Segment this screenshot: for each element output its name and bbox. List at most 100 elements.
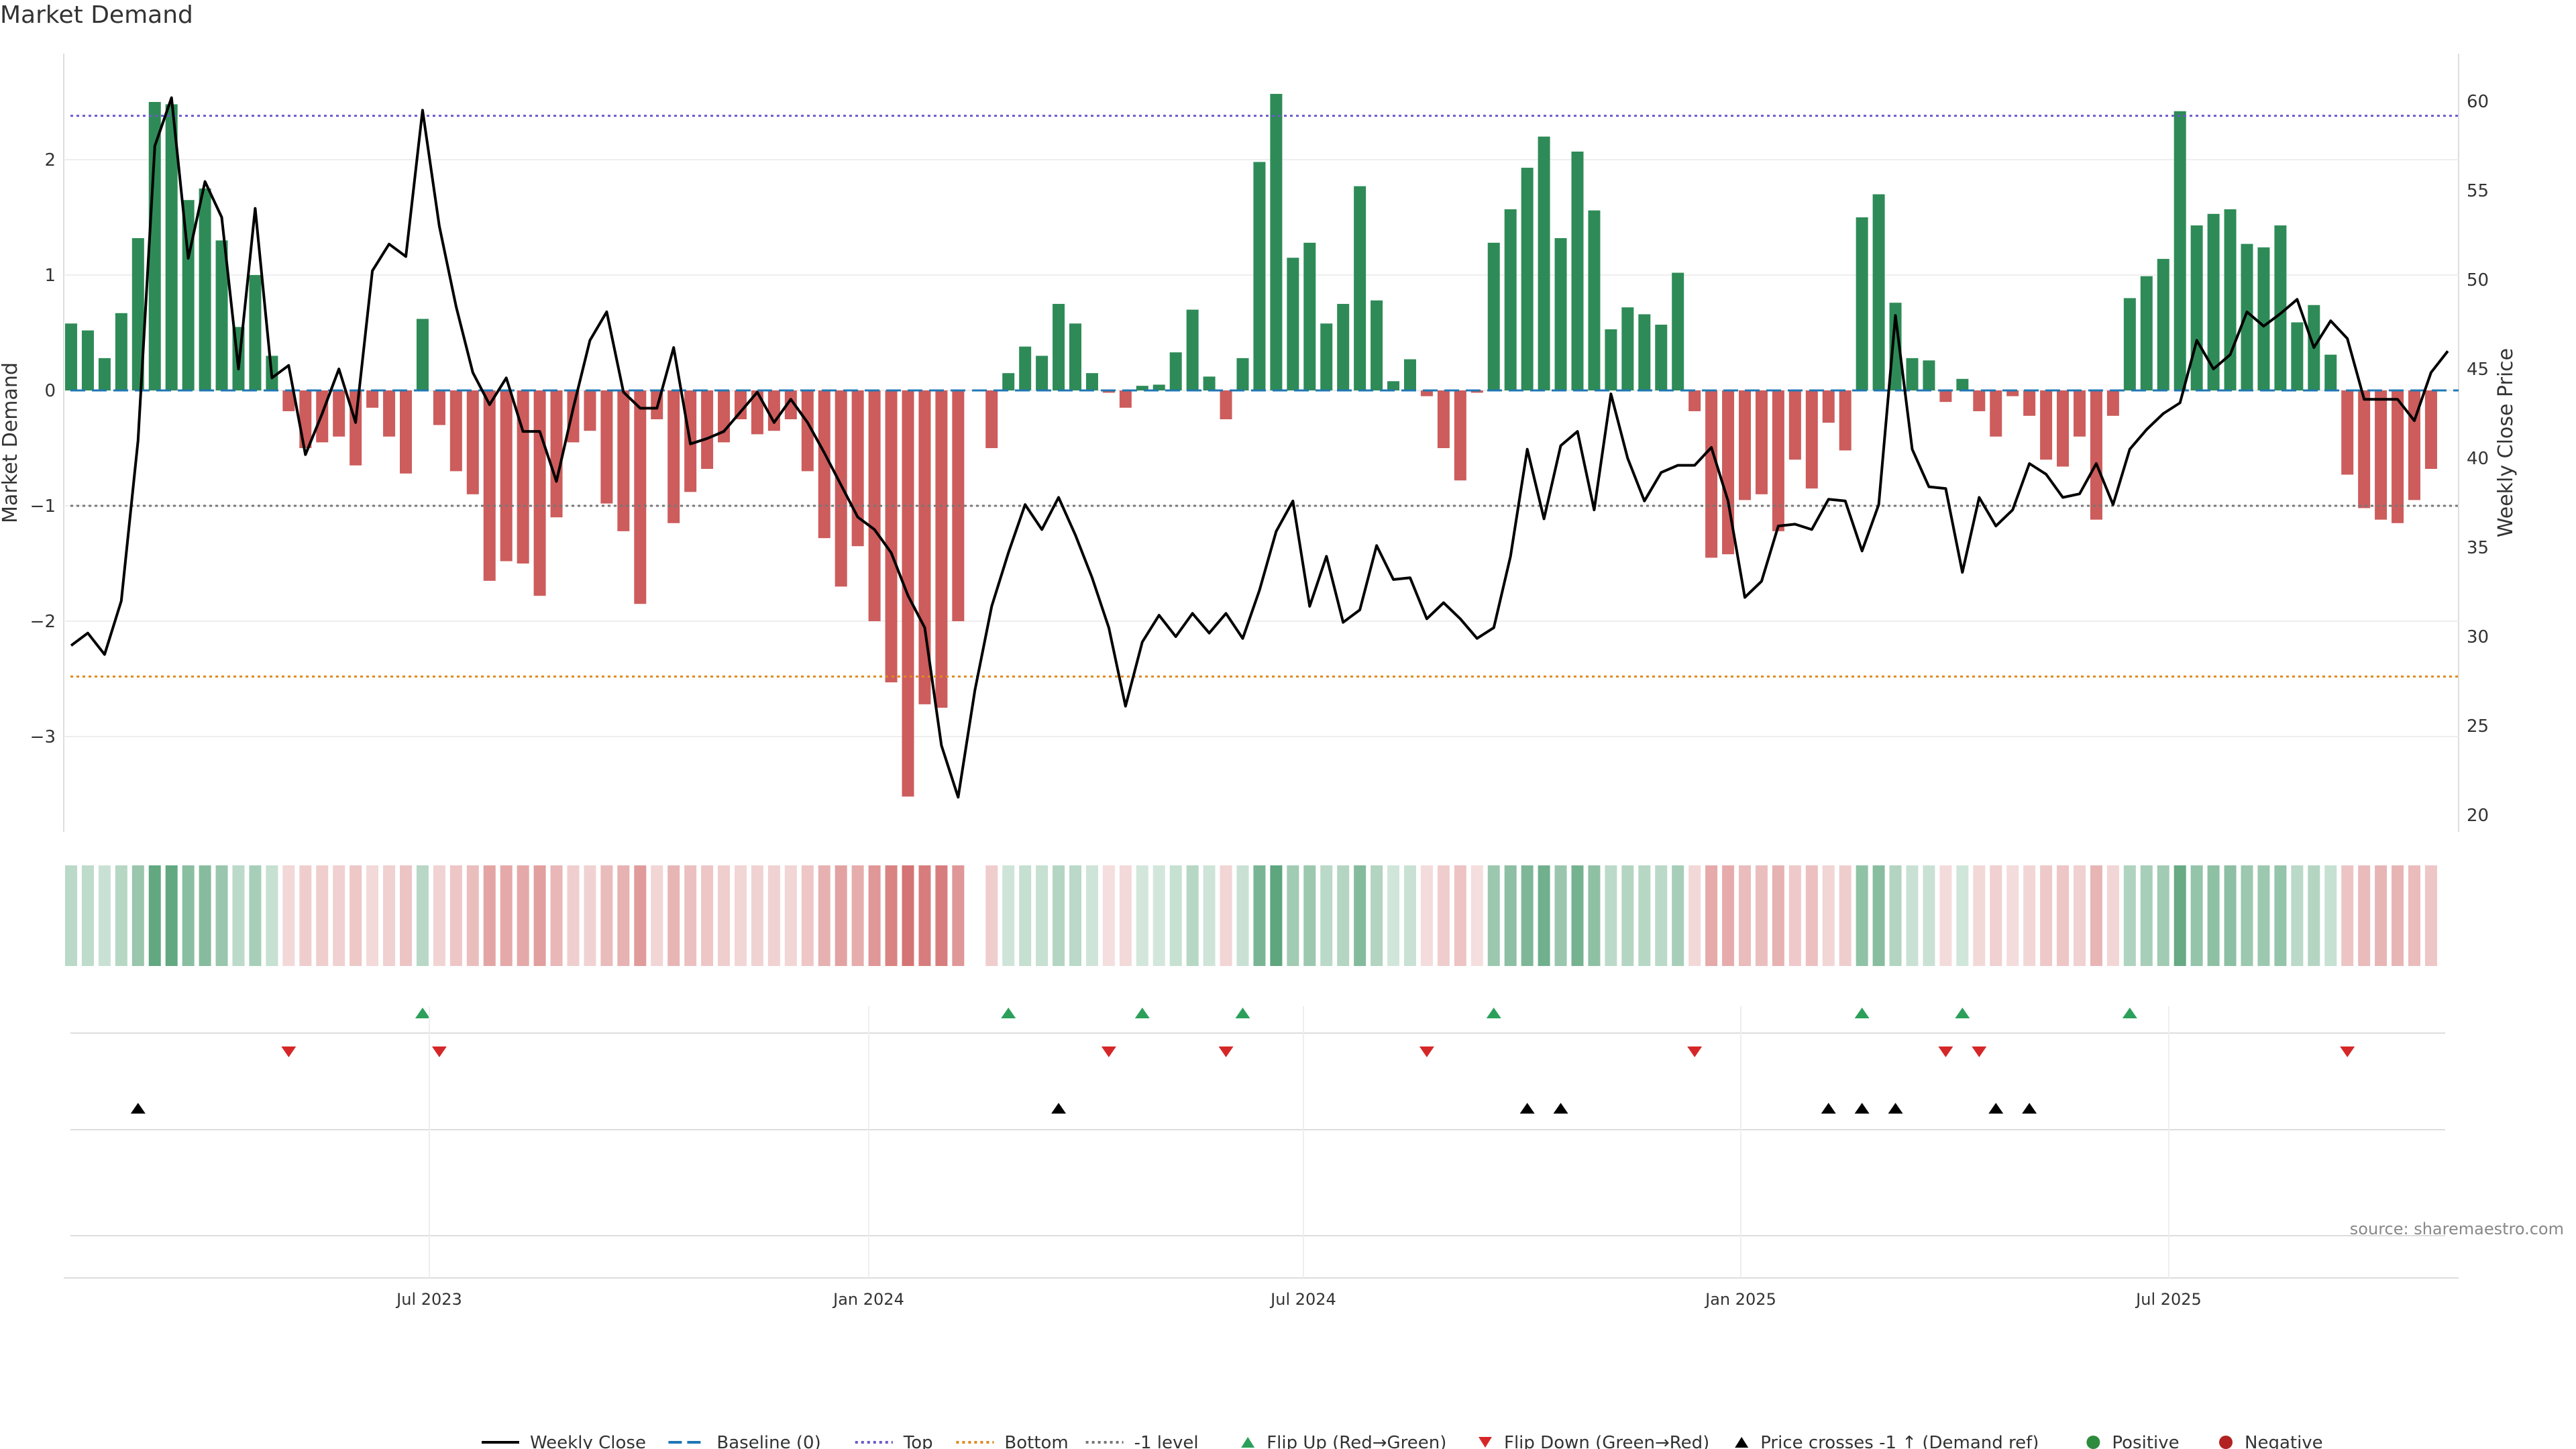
heat-strip-cell [533, 865, 546, 966]
demand-bar [667, 390, 680, 523]
demand-bar [918, 390, 931, 704]
heat-strip-cell [2207, 865, 2220, 966]
heat-strip-cell [1588, 865, 1601, 966]
heat-strip-cell [1621, 865, 1634, 966]
demand-bar [2074, 390, 2086, 437]
demand-bar [466, 390, 479, 494]
heat-strip-cell [1002, 865, 1015, 966]
heat-strip-cell [466, 865, 479, 966]
demand-bar [1973, 390, 1986, 411]
demand-bar [1136, 386, 1148, 390]
heat-strip-cell [1739, 865, 1751, 966]
y-left-tick-label: −3 [30, 727, 56, 747]
demand-bar [2375, 390, 2387, 520]
demand-bar [1085, 373, 1098, 390]
heat-strip-cell [1923, 865, 1935, 966]
demand-bar [517, 390, 529, 564]
flip-down-marker [2340, 1046, 2355, 1057]
heat-strip-cell [701, 865, 714, 966]
heat-strip-cell [567, 865, 580, 966]
legend-item: -1 level [1085, 1433, 1199, 1449]
heat-strip-cell [483, 865, 496, 966]
legend-item: Flip Down (Green→Red) [1479, 1433, 1709, 1449]
heat-strip-cell [2090, 865, 2102, 966]
demand-bar [1454, 390, 1466, 481]
heat-strip-cell [1220, 865, 1232, 966]
demand-bar [215, 240, 228, 390]
heat-strip-cell [1638, 865, 1651, 966]
demand-bar [65, 323, 77, 390]
legend-label: Bottom [1004, 1433, 1068, 1449]
demand-bar [1169, 352, 1182, 390]
heat-strip-cell [2106, 865, 2119, 966]
heat-strip-cell [1236, 865, 1249, 966]
demand-bar [1069, 323, 1081, 390]
heat-strip-cell [1722, 865, 1735, 966]
heat-strip-cell [1136, 865, 1148, 966]
heat-strip-cell [918, 865, 931, 966]
heat-strip-cell [1186, 865, 1199, 966]
demand-bar [584, 390, 596, 431]
flip-down-marker [1972, 1046, 1987, 1057]
heat-strip-cell [1420, 865, 1433, 966]
heat-strip-cell [1320, 865, 1333, 966]
y-left-tick-label: 2 [44, 150, 56, 170]
demand-bar [1906, 358, 1919, 390]
y-right-tick-label: 60 [2467, 92, 2489, 112]
heat-strip-cell [1337, 865, 1350, 966]
demand-bar [1404, 359, 1416, 390]
demand-bar [767, 390, 780, 431]
demand-bar [1521, 168, 1534, 391]
flip-down-marker [431, 1046, 447, 1057]
demand-bar [2358, 390, 2371, 508]
demand-bar [282, 390, 295, 411]
heat-strip-cell [2074, 865, 2086, 966]
demand-bar [2040, 390, 2053, 460]
demand-bar [1320, 323, 1333, 390]
demand-bar [2106, 390, 2119, 416]
legend-swatch [2086, 1436, 2100, 1449]
demand-bar [784, 390, 797, 419]
demand-bar [1856, 217, 1868, 390]
heat-strip-cell [2308, 865, 2320, 966]
y-right-tick-label: 45 [2467, 360, 2489, 380]
demand-bar [634, 390, 647, 604]
legend-item: Baseline (0) [668, 1433, 821, 1449]
heat-strip-cell [1303, 865, 1316, 966]
demand-bar [2207, 213, 2220, 390]
heat-strip-cell [400, 865, 412, 966]
heat-strip-cell [801, 865, 814, 966]
heat-strip-cell [1839, 865, 1851, 966]
heat-strip-cell [634, 865, 647, 966]
demand-bar [1287, 258, 1299, 390]
flip-down-marker [1938, 1046, 1953, 1057]
demand-bar [115, 313, 127, 390]
demand-bar [249, 275, 262, 390]
heat-strip-cell [249, 865, 262, 966]
legend-label: Weekly Close [530, 1433, 646, 1449]
heat-strip-cell [684, 865, 697, 966]
heat-strip-cell [1956, 865, 1969, 966]
heat-strip-cell [818, 865, 830, 966]
demand-bar [835, 390, 847, 587]
x-tick-label: Jan 2025 [1704, 1290, 1776, 1309]
heat-strip-cell [1437, 865, 1450, 966]
heat-strip-cell [1655, 865, 1668, 966]
heat-strip-cell [1169, 865, 1182, 966]
heat-strip-cell [1036, 865, 1049, 966]
legend-item: Flip Up (Red→Green) [1241, 1433, 1446, 1449]
heat-strip-cell [835, 865, 847, 966]
demand-bar [1772, 390, 1784, 531]
heat-strip-cell [1287, 865, 1299, 966]
heat-strip-cell [517, 865, 529, 966]
demand-bar [1102, 390, 1115, 393]
y-right-label: Weekly Close Price [2494, 348, 2518, 537]
price-cross-marker [1051, 1103, 1067, 1114]
heat-strip-cell [2174, 865, 2186, 966]
demand-bar [131, 237, 144, 390]
demand-bar [1236, 358, 1249, 390]
legend-label: Flip Down (Green→Red) [1504, 1433, 1709, 1449]
legend-item: Price crosses -1 ↑ (Demand ref) [1735, 1433, 2039, 1449]
legend-label: Negative [2245, 1433, 2323, 1449]
